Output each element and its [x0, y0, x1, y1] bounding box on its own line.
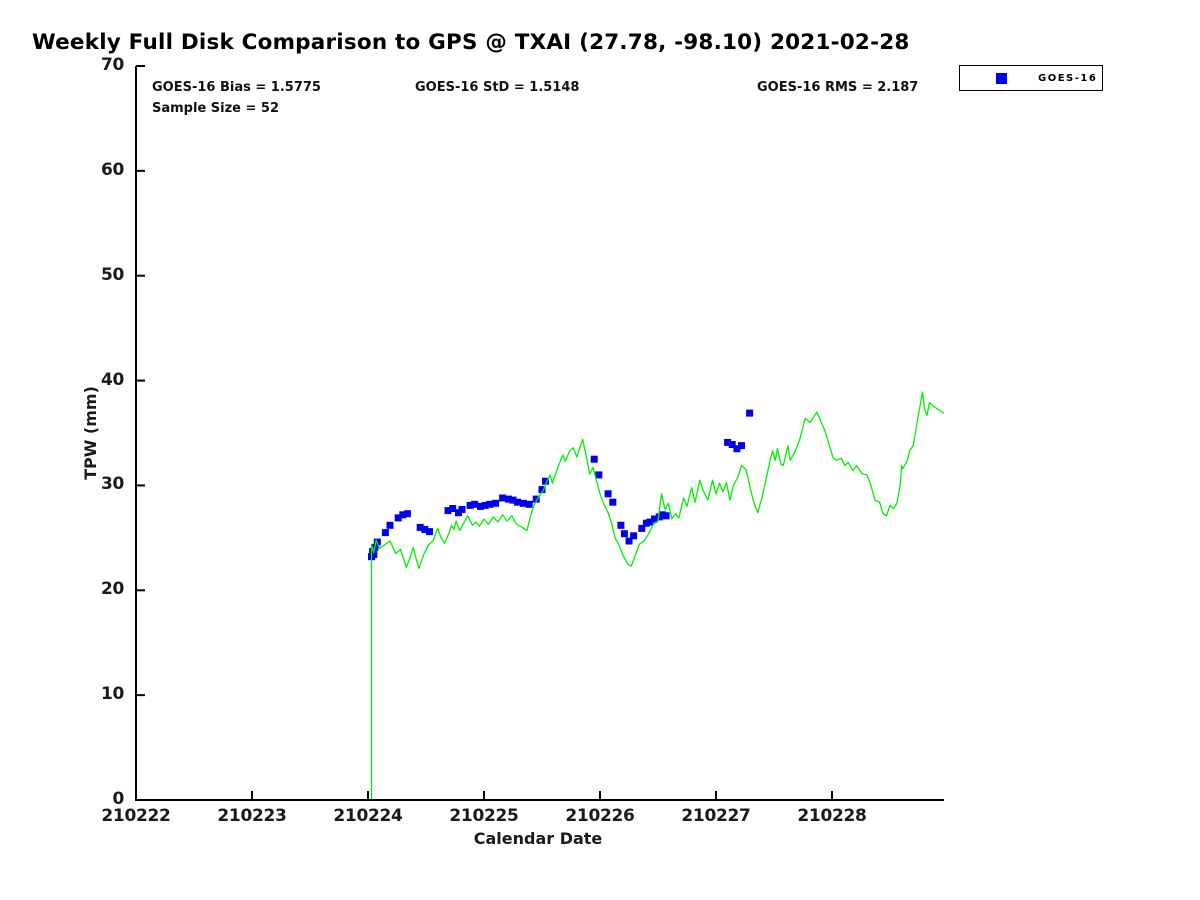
goes16-data-marker: [509, 496, 517, 504]
y-tick-label: 20: [100, 579, 124, 600]
stat-sample-size: Sample Size = 52: [152, 101, 280, 116]
y-tick-label: 60: [100, 159, 124, 180]
goes16-data-marker: [617, 521, 625, 529]
goes16-data-marker: [403, 510, 411, 518]
goes16-data-marker: [444, 507, 452, 515]
goes16-data-marker: [492, 499, 500, 507]
goes16-data-marker: [620, 530, 628, 538]
y-tick-label: 40: [100, 369, 124, 390]
goes16-data-marker: [394, 514, 402, 522]
legend-box: GOES-16: [959, 65, 1103, 91]
goes16-data-marker: [651, 515, 658, 523]
goes16-data-marker: [724, 438, 732, 446]
goes16-data-marker: [477, 502, 484, 510]
goes16-data-marker: [746, 409, 754, 417]
x-tick-label: 210228: [797, 806, 867, 826]
y-tick-label: 10: [100, 684, 124, 705]
x-tick-label: 210226: [565, 806, 635, 826]
legend-label-goes16: GOES-16: [1038, 73, 1098, 84]
x-tick-label: 210225: [449, 806, 519, 826]
goes16-data-marker: [625, 537, 633, 545]
goes16-data-marker: [595, 471, 603, 479]
gps-line: [370, 391, 945, 801]
goes16-data-marker: [538, 486, 546, 494]
goes16-data-marker: [733, 445, 741, 453]
axes-spines: [135, 66, 944, 801]
chart-title: Weekly Full Disk Comparison to GPS @ TXA…: [32, 30, 910, 55]
goes16-data-marker: [499, 494, 507, 502]
y-tick-label: 0: [112, 789, 124, 809]
goes16-data-marker: [525, 500, 533, 508]
x-tick-label: 210224: [333, 806, 403, 826]
goes16-data-marker: [449, 505, 457, 512]
y-tick-label: 30: [100, 474, 124, 495]
goes16-data-marker: [481, 501, 489, 509]
goes16-data-marker: [738, 442, 745, 450]
goes16-data-marker: [514, 498, 522, 506]
goes16-data-marker: [590, 455, 598, 463]
goes16-data-marker: [728, 441, 736, 448]
goes16-data-marker: [532, 495, 540, 503]
x-tick-label: 210223: [217, 806, 287, 826]
y-tick-label: 70: [100, 55, 124, 75]
stat-bias: GOES-16 Bias = 1.5775: [152, 80, 321, 95]
goes16-marker-swatch: [996, 73, 1007, 84]
goes16-data-marker: [662, 512, 670, 520]
goes16-data-marker: [542, 477, 549, 485]
y-tick-label: 50: [100, 264, 124, 285]
goes16-data-marker: [416, 523, 424, 531]
x-tick-label: 210222: [101, 806, 171, 826]
goes16-data-marker: [630, 532, 638, 540]
goes16-data-marker: [421, 526, 429, 533]
goes16-data-marker: [426, 528, 433, 536]
goes16-data-marker: [466, 501, 474, 509]
goes16-data-marker: [471, 500, 479, 508]
stat-rms: GOES-16 RMS = 2.187: [757, 80, 919, 95]
x-axis-label: Calendar Date: [473, 829, 603, 848]
goes16-data-marker: [646, 518, 654, 526]
stat-std: GOES-16 StD = 1.5148: [415, 80, 580, 95]
goes16-data-marker: [458, 506, 466, 513]
goes16-data-marker: [386, 521, 394, 529]
goes16-data-marker: [519, 499, 527, 507]
goes16-data-marker: [504, 495, 512, 503]
goes16-data-marker: [638, 524, 646, 532]
goes16-data-marker: [609, 498, 617, 506]
goes16-data-marker: [370, 551, 378, 559]
goes16-data-marker: [604, 490, 612, 498]
goes16-data-marker: [399, 511, 407, 519]
goes16-data-marker: [486, 500, 494, 508]
x-tick-label: 210227: [681, 806, 751, 826]
goes16-data-marker: [381, 529, 389, 537]
